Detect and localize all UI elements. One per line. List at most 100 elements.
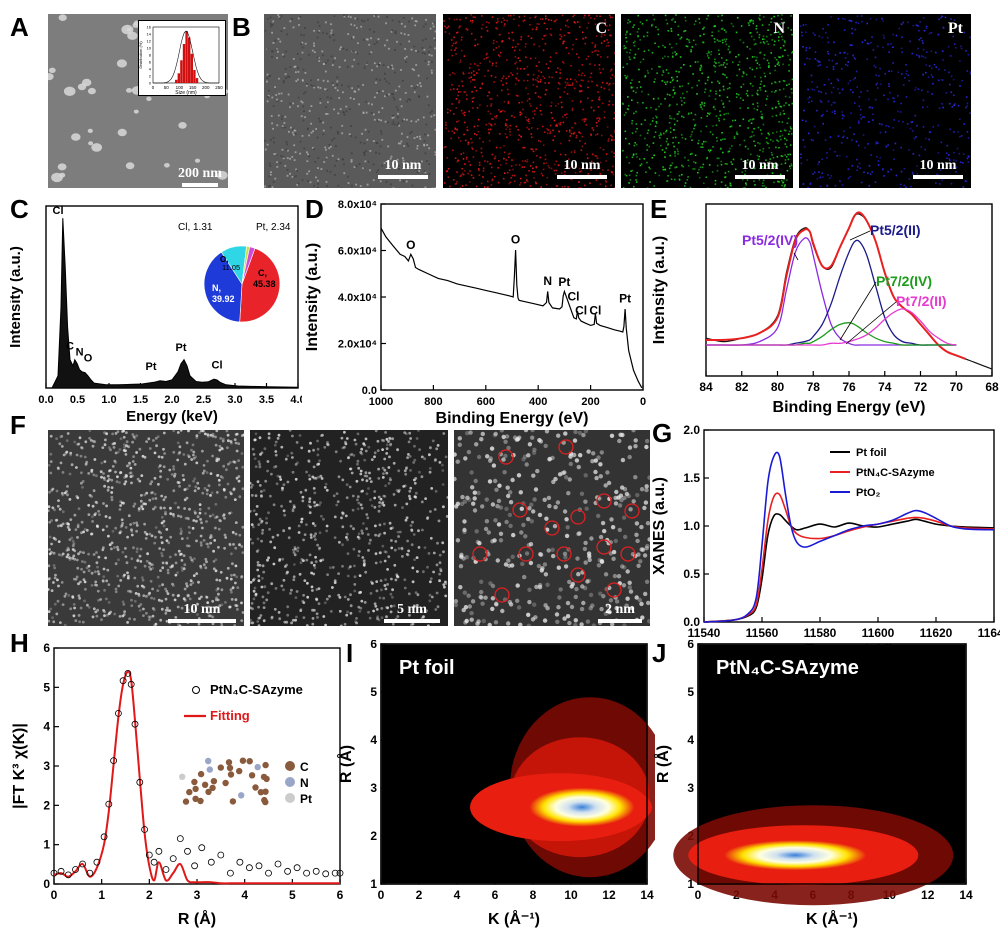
texture-dot [366, 38, 369, 41]
signal-dot [508, 32, 510, 34]
signal-dot [447, 108, 449, 110]
texture-dot [313, 51, 316, 54]
atom-dot [325, 529, 329, 533]
peak-label: Cl [53, 205, 64, 217]
atom-dot [521, 457, 526, 462]
signal-dot [584, 142, 586, 145]
signal-dot [535, 28, 538, 31]
texture-dot [313, 42, 315, 45]
texture-dot [382, 64, 385, 67]
atom-dot [52, 551, 56, 555]
signal-dot [779, 113, 782, 116]
texture-dot [404, 48, 406, 50]
signal-dot [511, 115, 513, 117]
atom-dot [122, 603, 126, 606]
atom-dot [409, 437, 412, 440]
atom-dot [420, 455, 424, 459]
signal-dot [814, 34, 816, 36]
signal-dot [717, 40, 720, 42]
signal-dot [839, 52, 841, 54]
atom-dot [57, 467, 60, 471]
signal-dot [694, 124, 696, 127]
texture-dot [292, 128, 294, 131]
signal-dot [759, 66, 761, 69]
signal-dot [927, 76, 930, 79]
atom-dot [202, 464, 206, 467]
atom-dot [119, 504, 122, 507]
signal-dot [488, 122, 490, 125]
atom-dot [283, 620, 287, 624]
signal-dot [873, 64, 875, 67]
signal-dot [599, 183, 602, 186]
atom-dot [383, 468, 387, 472]
signal-dot [520, 135, 522, 137]
signal-dot [497, 181, 500, 184]
atom-dot [125, 474, 128, 478]
signal-dot [714, 183, 717, 185]
atom-dot [66, 522, 70, 526]
texture-dot [402, 180, 405, 183]
signal-dot [668, 105, 670, 107]
signal-dot [779, 105, 781, 108]
signal-dot [517, 57, 520, 59]
texture-dot [303, 147, 306, 150]
atom-dot [188, 507, 191, 511]
signal-dot [500, 21, 503, 23]
texture-dot [274, 177, 277, 180]
signal-dot [491, 64, 494, 67]
signal-dot [907, 74, 910, 77]
peak-label: Cl [212, 360, 223, 372]
signal-dot [676, 120, 679, 122]
signal-dot [854, 28, 857, 31]
atom-dot [567, 579, 572, 585]
atom-dot [356, 535, 360, 539]
signal-dot [611, 94, 614, 96]
signal-dot [745, 182, 747, 184]
signal-dot [953, 104, 955, 107]
signal-dot [444, 31, 447, 33]
texture-dot [413, 87, 416, 89]
y-tick-label: 0.0 [362, 385, 377, 397]
signal-dot [756, 62, 759, 64]
atom-dot [73, 440, 77, 444]
atom-dot [267, 437, 271, 440]
texture-dot [429, 111, 432, 114]
atom-dot [108, 543, 112, 547]
signal-dot [684, 182, 687, 184]
signal-dot [523, 182, 526, 184]
signal-dot [729, 182, 732, 185]
atom-dot [218, 604, 222, 608]
signal-dot [476, 72, 478, 74]
signal-dot [474, 44, 477, 47]
atom-dot [266, 591, 270, 595]
atom-dot [367, 487, 370, 490]
texture-dot [281, 148, 284, 151]
atom-dot [350, 471, 354, 475]
signal-dot [763, 57, 765, 60]
texture-dot [333, 137, 336, 140]
atom-dot [66, 493, 69, 497]
signal-dot [847, 177, 850, 180]
atom-dot [178, 484, 182, 488]
texture-dot [413, 137, 416, 139]
texture-dot [297, 71, 300, 73]
signal-dot [871, 36, 873, 38]
texture-dot [391, 19, 394, 22]
signal-dot [563, 91, 566, 93]
atom-dot [430, 487, 434, 490]
signal-dot [902, 84, 905, 86]
texture-dot [353, 58, 356, 61]
signal-dot [854, 77, 856, 79]
signal-dot [534, 110, 536, 112]
signal-dot [774, 65, 777, 67]
atom-dot [361, 531, 364, 535]
atom-dot [251, 541, 254, 545]
signal-dot [547, 129, 550, 131]
signal-dot [485, 123, 488, 126]
signal-dot [607, 104, 610, 106]
signal-dot [569, 135, 571, 137]
atom-dot [202, 563, 206, 567]
atom-dot [644, 444, 649, 450]
signal-dot [816, 177, 819, 180]
signal-dot [937, 152, 940, 154]
